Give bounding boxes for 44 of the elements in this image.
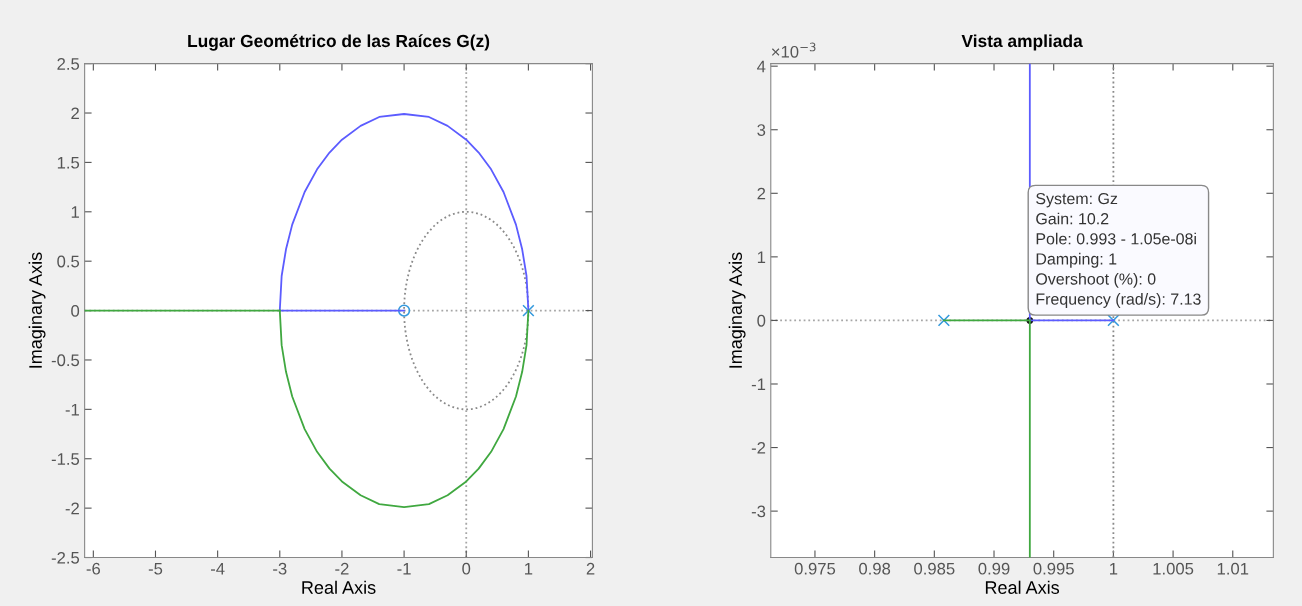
- y-tick-label: -1: [65, 403, 79, 416]
- y-tick-label: -2.5: [51, 551, 80, 564]
- x-tick-label: -6: [86, 562, 101, 575]
- y-tick-label: -0.5: [51, 354, 80, 367]
- y-tick-label: -1.5: [51, 453, 80, 465]
- annotation: System: Gz Gain: 10.2 Pole: 0.993 - 1.05e-08i Damping: 1 Overshoot (%): 0 Frequency (rad/s): 7.13: [1036, 192, 1201, 308]
- y-tick-label: 1: [757, 251, 766, 263]
- text: ×10$^{−3}$: [771, 42, 816, 58]
- x-tick-label: 0.975: [794, 562, 836, 575]
- x-tick-label: 1.005: [1153, 562, 1194, 575]
- x-tick-label: 0: [462, 562, 471, 575]
- y-tick-label: 1: [71, 206, 79, 218]
- y-tick-label: -1: [751, 378, 766, 391]
- x-axis-title: Real Axis: [302, 580, 376, 594]
- y-tick-label: 0: [71, 304, 80, 317]
- y-tick-label: 0.5: [57, 255, 80, 268]
- y-tick-label: 3: [757, 124, 766, 136]
- y-tick-label: -2: [751, 441, 766, 454]
- y-tick-label: 2.5: [57, 58, 80, 70]
- y-axis-title: Imaginary Axis: [28, 252, 46, 368]
- x-tick-label: -5: [148, 562, 163, 575]
- x-tick-label: 0.985: [914, 562, 955, 575]
- x-tick-label: -4: [210, 562, 225, 575]
- y-tick-label: -2: [65, 502, 79, 515]
- x-tick-label: -1: [397, 562, 411, 575]
- x-tick-label: 1: [525, 562, 533, 575]
- chart-title: Vista ampliada: [961, 34, 1083, 51]
- y-tick-label: 4: [757, 60, 766, 73]
- y-tick-label: 2: [71, 107, 79, 120]
- x-tick-label: 0.995: [1033, 562, 1074, 575]
- x-axis-title: Real Axis: [985, 580, 1060, 594]
- y-tick-label: 2: [757, 187, 766, 200]
- x-tick-label: 1: [1110, 562, 1118, 575]
- y-tick-label: -3: [751, 505, 766, 518]
- x-tick-label: -2: [335, 562, 349, 575]
- x-tick-label: 2: [586, 562, 595, 575]
- chart-title: Lugar Geométrico de las Raíces G(z): [188, 34, 490, 51]
- y-axis-title: Imaginary Axis: [728, 252, 746, 368]
- x-tick-label: -3: [273, 562, 287, 575]
- y-tick-label: 1.5: [57, 156, 80, 169]
- x-tick-label: 1.01: [1217, 562, 1249, 575]
- x-tick-label: 0.99: [978, 562, 1010, 575]
- x-tick-label: 0.98: [859, 562, 891, 575]
- y-tick-label: 0: [757, 314, 766, 327]
